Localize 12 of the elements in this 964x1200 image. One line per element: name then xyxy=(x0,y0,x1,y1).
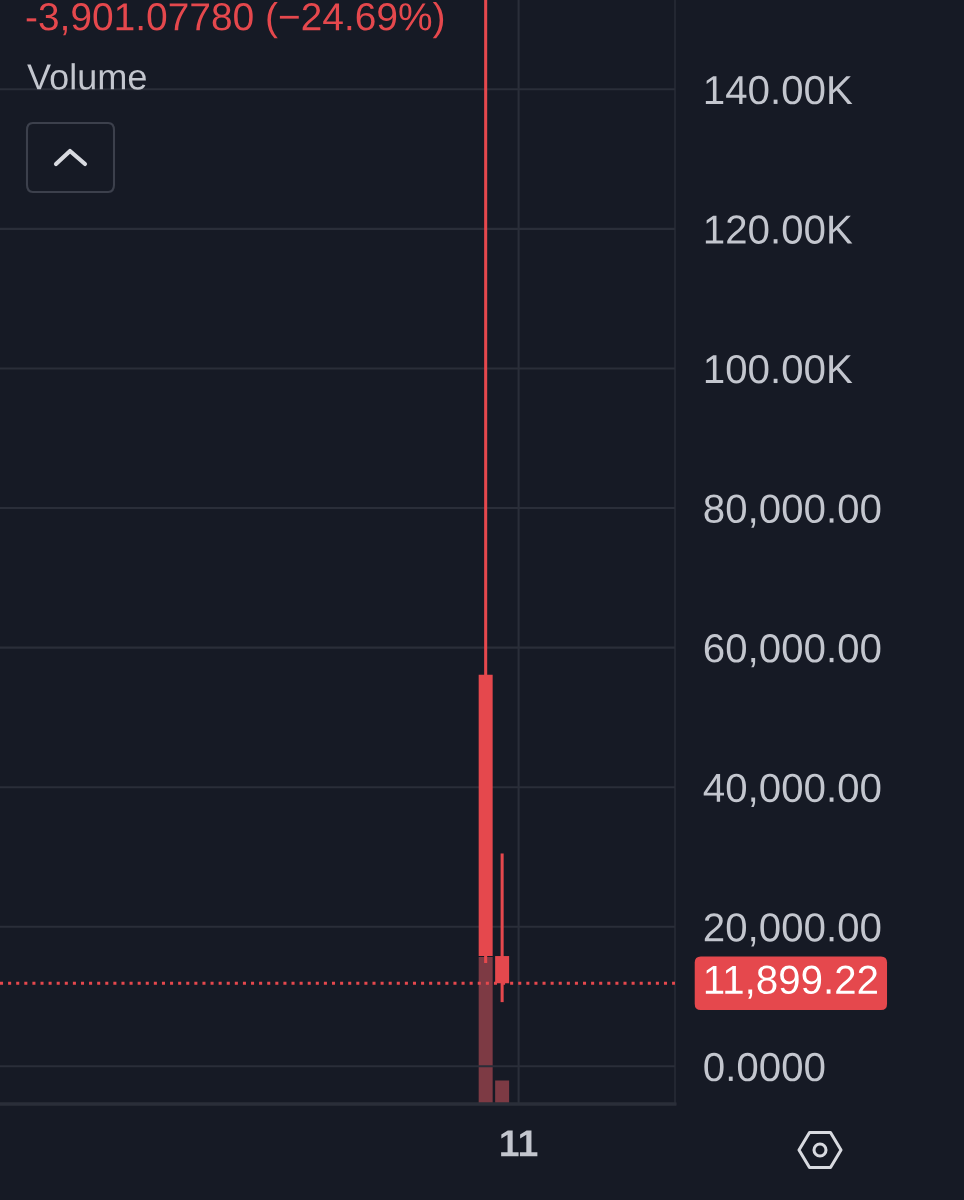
y-tick-label: 60,000.00 xyxy=(704,634,881,668)
y-tick-label: 140.00K xyxy=(705,75,853,105)
ref-line-label: 11,899.22 xyxy=(705,965,877,999)
chart-title: -3,901.07780 (−24.69%) xyxy=(26,2,444,39)
chart-title: Volume xyxy=(27,63,146,90)
y-tick-label: 20,000.00 xyxy=(704,913,881,947)
y-tick-label: 80,000.00 xyxy=(704,494,881,528)
y-tick-label: 100.00K xyxy=(705,354,853,384)
y-tick-label: 0.0000 xyxy=(704,1052,825,1082)
y-tick-label: 40,000.00 xyxy=(703,773,881,807)
x-tick-label: 11 xyxy=(501,1130,538,1157)
y-tick-label: 120.00K xyxy=(705,215,853,244)
